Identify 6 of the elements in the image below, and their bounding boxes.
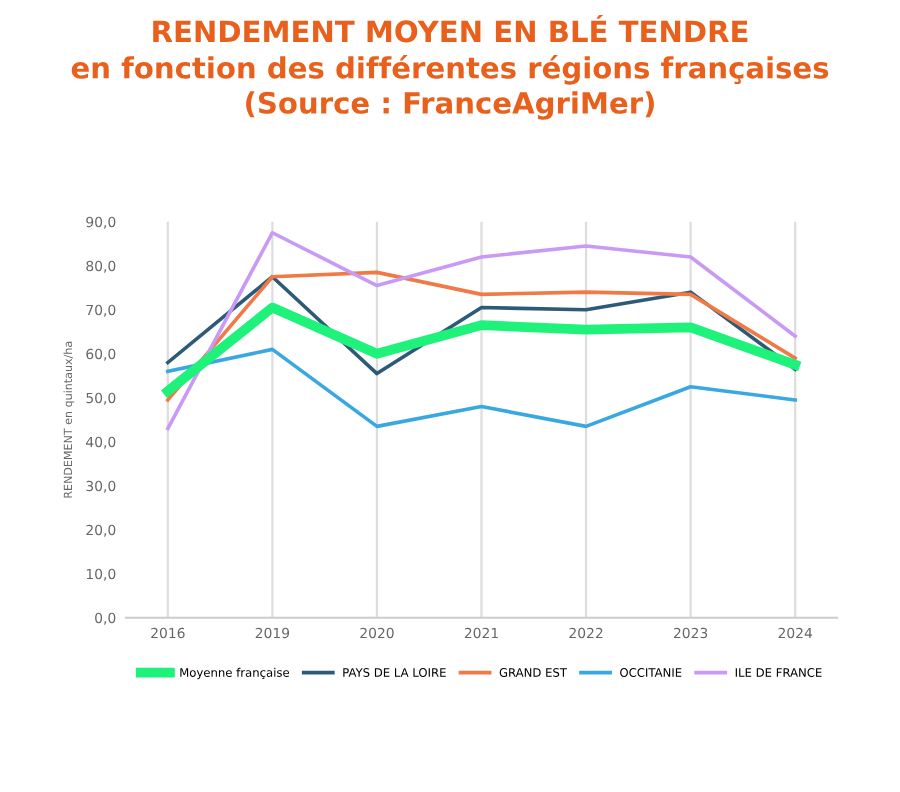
line-series [162,302,801,397]
line-series [166,274,797,376]
chart-title: RENDEMENT MOYEN EN BLÉ TENDRE en fonction des différentes régions françaises (Source : FranceAgriMer) [71,14,829,120]
line-series [166,230,797,431]
line-series [166,270,797,402]
line-series [166,347,797,429]
